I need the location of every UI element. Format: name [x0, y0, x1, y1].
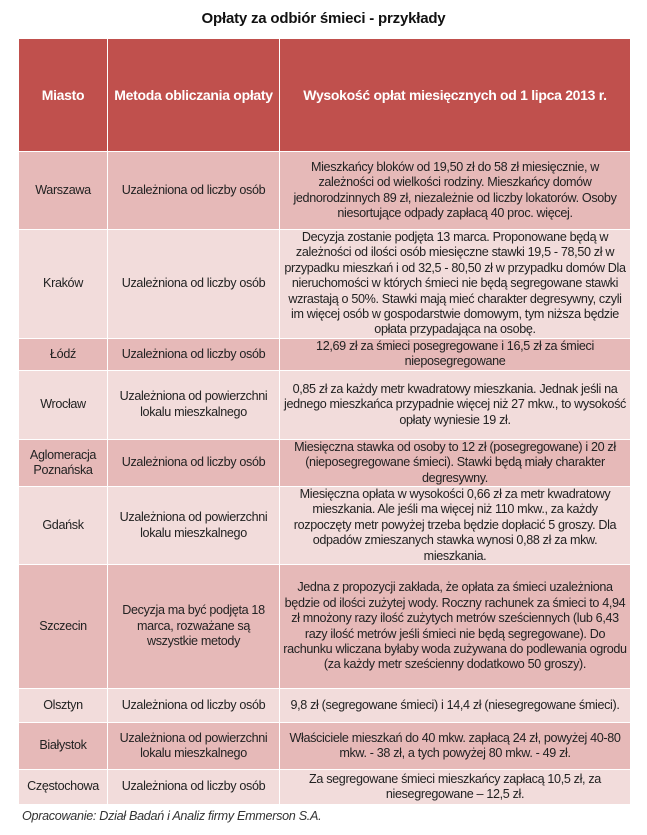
cell-fee: 9,8 zł (segregowane śmieci) i 14,4 zł (n… [279, 688, 631, 724]
cell-city: Szczecin [18, 564, 108, 690]
table-row: Łódź Uzależniona od liczby osób 12,69 zł z… [18, 337, 631, 371]
cell-method: Uzależniona od liczby osób [107, 769, 280, 806]
table-row: Kraków Uzależniona od liczby osób Decyzja … [18, 229, 631, 339]
cell-fee: Właściciele mieszkań do 40 mkw. zapłacą … [279, 722, 631, 771]
header-fee: Wysokość opłat miesięcznych od 1 lipca 2… [279, 38, 631, 152]
table-row: Warszawa Uzależniona od liczby osób Mieszk… [18, 151, 631, 230]
header-method: Metoda obliczania opłaty [107, 38, 280, 152]
cell-fee: 12,69 zł za śmieci posegregowane i 16,5 … [279, 337, 631, 371]
cell-method: Uzależniona od liczby osób [107, 688, 280, 724]
cell-fee: Mieszkańcy bloków od 19,50 zł do 58 zł m… [279, 151, 631, 230]
cell-fee: Decyzja zostanie podjęta 13 marca. Propo… [279, 229, 631, 339]
cell-fee: Miesięczna stawka od osoby to 12 zł (pos… [279, 438, 631, 488]
cell-fee: Jedna z propozycji zakłada, że opłata za… [279, 564, 631, 690]
table-row: Białystok Uzależniona od powierzchni loka… [18, 722, 631, 771]
table-row: Olsztyn Uzależniona od liczby osób 9,8 zł … [18, 688, 631, 724]
cell-city: Białystok [18, 722, 108, 771]
table-row: Gdańsk Uzależniona od powierzchni lokalu … [18, 486, 631, 566]
cell-method: Uzależniona od liczby osób [107, 151, 280, 230]
cell-city: Kraków [18, 229, 108, 339]
cell-city: Warszawa [18, 151, 108, 230]
table-row: Częstochowa Uzależniona od liczby osób Za … [18, 769, 631, 806]
cell-method: Uzależniona od liczby osób [107, 229, 280, 339]
cell-fee: Za segregowane śmieci mieszkańcy zapłacą… [279, 769, 631, 806]
cell-method: Uzależniona od powierzchni lokalu mieszk… [107, 486, 280, 566]
cell-method: Uzależniona od powierzchni lokalu mieszk… [107, 722, 280, 771]
cell-city: Wrocław [18, 369, 108, 440]
document-title: Opłaty za odbiór śmieci - przykłady [201, 10, 446, 27]
table-row: Aglomeracja Poznańska Uzależniona od licz… [18, 438, 631, 488]
source-note: Opracowanie: Dział Badań i Analiz firmy … [22, 809, 322, 824]
cell-fee: Miesięczna opłata w wysokości 0,66 zł za… [279, 486, 631, 566]
cell-fee: 0,85 zł za każdy metr kwadratowy mieszka… [279, 369, 631, 440]
fees-table: Miasto Metoda obliczania opłaty Wysokość… [18, 38, 631, 806]
cell-city: Gdańsk [18, 486, 108, 566]
cell-method: Uzależniona od powierzchni lokalu mieszk… [107, 369, 280, 440]
table-row: Szczecin Decyzja ma być podjęta 18 marca,… [18, 564, 631, 690]
cell-method: Uzależniona od liczby osób [107, 337, 280, 371]
cell-method: Uzależniona od liczby osób [107, 438, 280, 488]
table-row: Wrocław Uzależniona od powierzchni lokalu… [18, 369, 631, 440]
table-header-row: Miasto Metoda obliczania opłaty Wysokość… [18, 38, 631, 152]
cell-city: Częstochowa [18, 769, 108, 806]
cell-city: Łódź [18, 337, 108, 371]
header-city: Miasto [18, 38, 108, 152]
cell-method: Decyzja ma być podjęta 18 marca, rozważa… [107, 564, 280, 690]
cell-city: Olsztyn [18, 688, 108, 724]
table-body: Warszawa Uzależniona od liczby osób Mieszk… [18, 151, 631, 806]
cell-city: Aglomeracja Poznańska [18, 438, 108, 488]
